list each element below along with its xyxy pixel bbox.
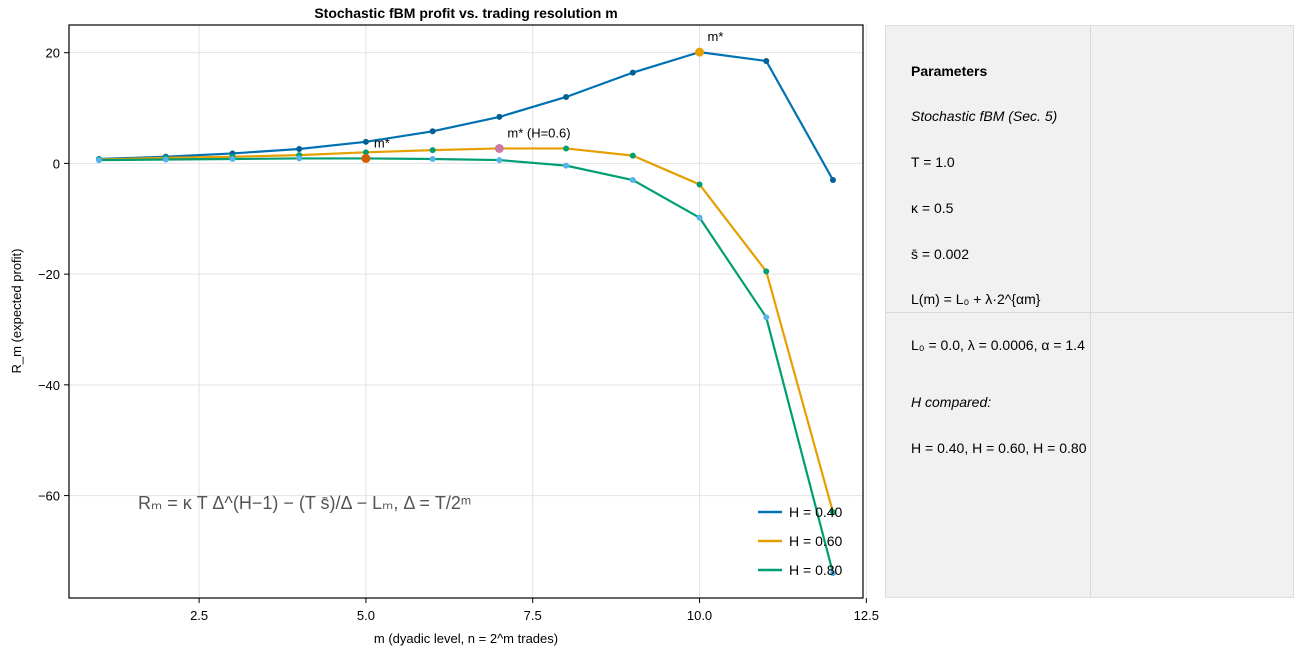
param-kappa: κ = 0.5: [911, 200, 954, 216]
formula-annotation: Rₘ = κ T Δ^(H−1) − (T s̄)/Δ − Lₘ, Δ = T/…: [138, 493, 471, 513]
data-point: [696, 181, 703, 188]
data-point: [296, 155, 303, 162]
x-tick-label: 7.5: [524, 608, 542, 623]
x-axis-label: m (dyadic level, n = 2^m trades): [374, 631, 558, 646]
panel-grid-horizontal: [886, 312, 1293, 313]
optimum-label: m* (H=0.6): [507, 125, 570, 140]
data-point: [563, 162, 570, 169]
x-tick-label: 5.0: [357, 608, 375, 623]
plot-frame: [68, 24, 864, 599]
series-line-0: [98, 51, 834, 181]
y-tick-label: −20: [38, 267, 60, 282]
data-point: [829, 570, 836, 577]
legend-label: H = 0.40: [789, 504, 843, 520]
x-tick-label: 12.5: [854, 608, 879, 623]
panel-heading: Parameters: [911, 63, 988, 79]
series-line-1: [98, 147, 835, 513]
optimum-label: m*: [708, 29, 724, 44]
optimum-label: m*: [374, 135, 390, 150]
data-point: [429, 128, 436, 135]
data-point: [629, 177, 636, 184]
data-point: [296, 146, 303, 153]
data-point: [362, 138, 369, 145]
data-point: [496, 157, 503, 164]
axis-ticks: 2.5 5.0 7.5 10.0 12.5 20 0 −20 −40 −60: [38, 46, 879, 623]
data-point: [563, 145, 570, 152]
x-tick-label: 10.0: [687, 608, 712, 623]
data-point: [829, 509, 836, 516]
y-tick-label: −40: [38, 378, 60, 393]
data-point: [763, 314, 770, 321]
data-point: [629, 69, 636, 76]
param-cost-values: L₀ = 0.0, λ = 0.0006, α = 1.4: [911, 337, 1085, 353]
y-tick-label: 0: [53, 156, 60, 171]
data-point: [429, 147, 436, 154]
x-tick-label: 2.5: [190, 608, 208, 623]
legend-label: H = 0.60: [789, 533, 843, 549]
series: [96, 49, 836, 577]
data-point: [696, 214, 703, 221]
param-cost-formula: L(m) = L₀ + λ·2^{αm}: [911, 291, 1041, 307]
h-compared-values: H = 0.40, H = 0.60, H = 0.80: [911, 440, 1087, 456]
legend: H = 0.40 H = 0.60 H = 0.80: [758, 504, 843, 578]
data-point: [429, 155, 436, 162]
data-point: [829, 177, 836, 184]
y-tick-label: −60: [38, 489, 60, 504]
data-point: [763, 268, 770, 275]
param-s-bar: s̄ = 0.002: [911, 246, 969, 262]
series-line-2: [99, 157, 835, 574]
data-point: [629, 152, 636, 159]
param-T: T = 1.0: [911, 154, 955, 170]
panel-grid-vertical: [1090, 26, 1091, 597]
data-point: [229, 155, 236, 162]
panel-subtitle: Stochastic fBM (Sec. 5): [911, 108, 1058, 124]
optimum-marker: [695, 47, 705, 57]
data-point: [362, 149, 369, 156]
parameters-panel: Parameters Stochastic fBM (Sec. 5) T = 1…: [885, 25, 1294, 598]
data-point: [496, 113, 503, 120]
chart-title: Stochastic fBM profit vs. trading resolu…: [314, 5, 617, 21]
optimum-marker: [361, 153, 371, 163]
data-point: [763, 57, 770, 64]
data-point: [563, 93, 570, 100]
optima-markers: m* m* (H=0.6) m*: [361, 29, 723, 163]
legend-label: H = 0.80: [789, 562, 843, 578]
h-compared-heading: H compared:: [911, 394, 992, 410]
data-point: [96, 157, 103, 164]
y-axis-label: R_m (expected profit): [9, 249, 24, 374]
y-tick-label: 20: [46, 46, 60, 61]
data-point: [162, 156, 169, 163]
optimum-marker: [494, 143, 504, 153]
grid: [69, 25, 867, 598]
chart: Stochastic fBM profit vs. trading resolu…: [9, 5, 879, 646]
